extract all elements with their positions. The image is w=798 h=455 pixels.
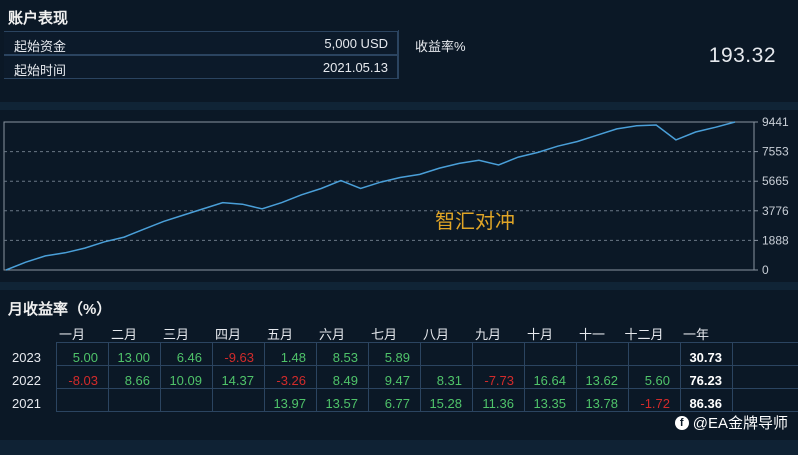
column-divider bbox=[732, 342, 733, 411]
column-divider bbox=[524, 342, 525, 411]
year-label: 2023 bbox=[12, 350, 41, 365]
month-return-cell: 13.35 bbox=[533, 396, 566, 411]
month-header: 一月 bbox=[58, 327, 85, 342]
month-return-cell: 13.00 bbox=[117, 350, 150, 365]
equity-curve-line bbox=[5, 121, 736, 271]
month-return-cell: 8.53 bbox=[332, 350, 358, 365]
month-return-cell: 6.77 bbox=[384, 396, 410, 411]
month-header: 十月 bbox=[526, 327, 553, 342]
column-divider bbox=[368, 342, 369, 411]
table-row: 2022 -8.03 8.66 10.09 14.37 -3.26 8.49 9.47 8.31… bbox=[0, 369, 798, 392]
column-divider bbox=[108, 342, 109, 411]
return-rate-label: 收益率% bbox=[415, 39, 466, 54]
column-divider bbox=[576, 342, 577, 411]
month-return-cell: 5.00 bbox=[72, 350, 98, 365]
month-return-cell: 9.47 bbox=[384, 373, 410, 388]
month-header: 二月 bbox=[110, 327, 137, 342]
row-divider bbox=[56, 411, 798, 412]
starting-capital-label: 起始资金 bbox=[14, 39, 67, 54]
month-return-cell: 8.31 bbox=[436, 373, 462, 388]
row-divider bbox=[56, 365, 798, 366]
table-header-row: 一月 二月 三月 四月 五月 六月 七月 八月 九月 十月 十一 十二月 一年 bbox=[0, 320, 798, 343]
column-divider bbox=[472, 342, 473, 411]
account-summary-panel: 起始资金 5,000 USD 起始时间 2021.05.13 收益率% 193.… bbox=[0, 30, 798, 80]
month-header: 九月 bbox=[474, 327, 501, 342]
panel-divider bbox=[398, 30, 399, 79]
column-divider bbox=[212, 342, 213, 411]
column-divider bbox=[680, 342, 681, 411]
month-header: 十一 bbox=[578, 327, 605, 342]
starting-capital-value: 5,000 USD bbox=[324, 36, 388, 51]
month-return-cell: 5.60 bbox=[644, 373, 670, 388]
column-divider bbox=[628, 342, 629, 411]
year-total-cell: 30.73 bbox=[689, 350, 722, 365]
y-tick-label: 9441 bbox=[762, 115, 789, 129]
table-row: 2023 5.00 13.00 6.46 -9.63 1.48 8.53 5.89 30.73 bbox=[0, 346, 798, 369]
facebook-icon: f bbox=[674, 415, 689, 430]
month-return-cell: 13.62 bbox=[585, 373, 618, 388]
author-watermark: f @EA金牌导师 bbox=[674, 412, 788, 433]
y-tick-label: 5665 bbox=[762, 174, 789, 188]
month-return-cell: 16.64 bbox=[533, 373, 566, 388]
month-return-cell: 13.78 bbox=[585, 396, 618, 411]
month-return-cell: -9.63 bbox=[224, 350, 254, 365]
month-return-cell: 13.57 bbox=[325, 396, 358, 411]
month-return-cell: -3.26 bbox=[276, 373, 306, 388]
month-return-cell: -8.03 bbox=[68, 373, 98, 388]
column-divider bbox=[420, 342, 421, 411]
month-return-cell: 5.89 bbox=[384, 350, 410, 365]
column-divider bbox=[56, 342, 57, 411]
month-return-cell: -1.72 bbox=[640, 396, 670, 411]
start-time-value: 2021.05.13 bbox=[322, 60, 388, 75]
year-label: 2021 bbox=[12, 396, 41, 411]
month-return-cell: 8.66 bbox=[124, 373, 150, 388]
month-return-cell: 13.97 bbox=[273, 396, 306, 411]
month-return-cell: -7.73 bbox=[484, 373, 514, 388]
month-return-cell: 14.37 bbox=[221, 373, 254, 388]
month-header: 八月 bbox=[422, 327, 449, 342]
month-header: 四月 bbox=[214, 327, 241, 342]
account-performance-title: 账户表现 bbox=[8, 10, 69, 27]
starting-capital-row: 起始资金 5,000 USD bbox=[4, 31, 398, 55]
row-divider bbox=[56, 342, 798, 343]
month-header: 六月 bbox=[318, 327, 345, 342]
equity-chart: 9441 7553 5665 3776 1888 0 智汇对冲 bbox=[3, 115, 789, 277]
month-return-cell: 11.36 bbox=[482, 396, 514, 411]
column-divider bbox=[316, 342, 317, 411]
month-return-cell: 10.09 bbox=[169, 373, 202, 388]
year-label: 2022 bbox=[12, 373, 41, 388]
year-total-cell: 86.36 bbox=[689, 396, 722, 411]
y-tick-label: 0 bbox=[762, 263, 769, 277]
row-divider bbox=[56, 388, 798, 389]
month-header: 五月 bbox=[266, 327, 293, 342]
month-header: 一年 bbox=[682, 327, 709, 342]
month-header: 三月 bbox=[162, 327, 189, 342]
start-time-row: 起始时间 2021.05.13 bbox=[4, 55, 398, 79]
return-rate-value: 193.32 bbox=[708, 44, 776, 67]
start-time-label: 起始时间 bbox=[14, 63, 67, 78]
year-total-cell: 76.23 bbox=[689, 373, 722, 388]
chart-watermark-text: 智汇对冲 bbox=[435, 210, 515, 233]
month-return-cell: 1.48 bbox=[280, 350, 306, 365]
column-divider bbox=[264, 342, 265, 411]
month-header: 十二月 bbox=[624, 327, 664, 342]
y-tick-label: 3776 bbox=[762, 204, 789, 218]
column-divider bbox=[160, 342, 161, 411]
month-header: 七月 bbox=[370, 327, 397, 342]
y-tick-label: 1888 bbox=[762, 233, 789, 247]
watermark-text: @EA金牌导师 bbox=[692, 415, 788, 432]
month-return-cell: 6.46 bbox=[176, 350, 202, 365]
footer-band bbox=[0, 440, 798, 455]
month-return-cell: 8.49 bbox=[332, 373, 358, 388]
section-divider bbox=[0, 282, 798, 290]
table-row: 2021 13.97 13.57 6.77 15.28 11.36 13.35 13.78 -1… bbox=[0, 392, 798, 415]
monthly-returns-title: 月收益率（%） bbox=[8, 301, 112, 318]
y-tick-label: 7553 bbox=[762, 145, 789, 159]
chart-plot-area bbox=[3, 121, 755, 271]
section-divider bbox=[0, 102, 798, 110]
month-return-cell: 15.28 bbox=[429, 396, 462, 411]
